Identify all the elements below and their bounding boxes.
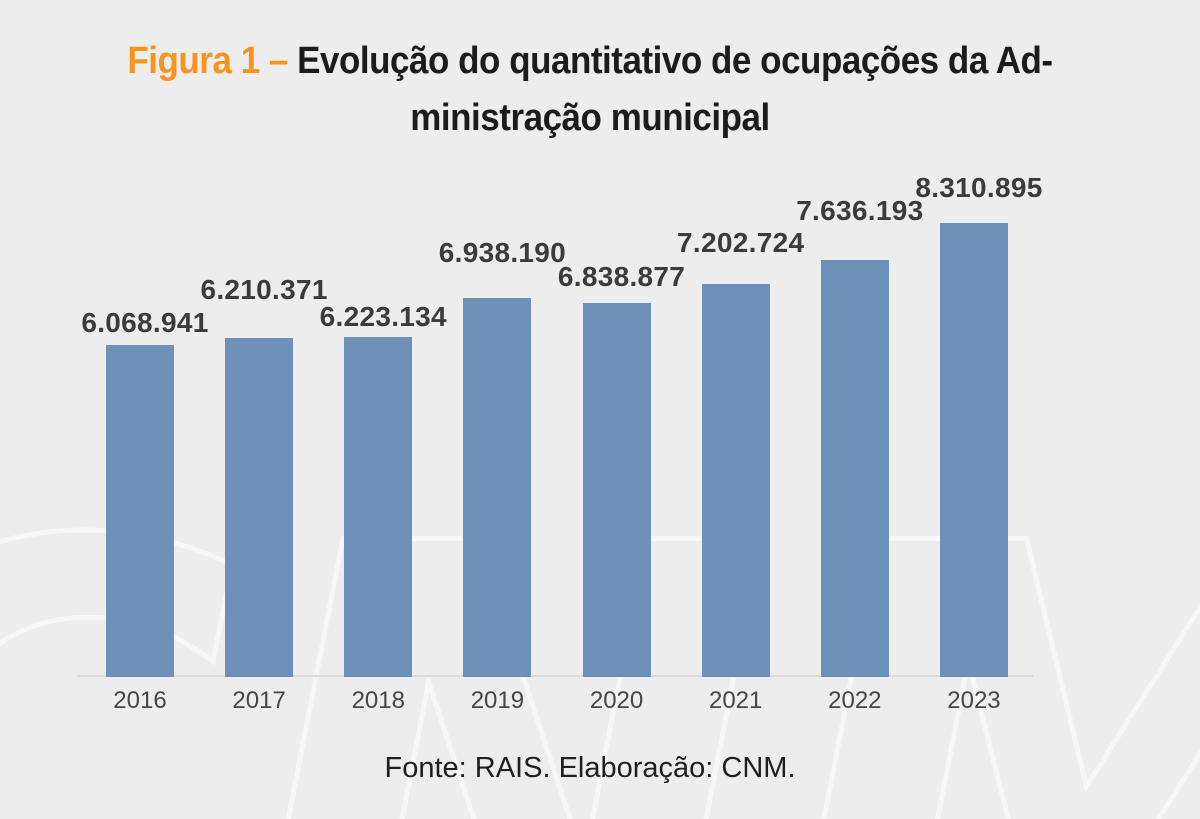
bar-2020 (582, 303, 651, 677)
bar-value-label: 6.223.134 (319, 301, 447, 332)
bar-value-label: 8.310.895 (915, 172, 1043, 203)
bar-value-label: 6.938.190 (438, 237, 567, 268)
bar-value-label: 6.068.941 (81, 307, 209, 338)
figure-title: Figura 1 – Evolução do quantitativo de o… (47, 33, 1133, 147)
bar-2019 (463, 298, 532, 677)
bar-value-label: 7.202.724 (677, 227, 805, 258)
x-axis-tick-label: 2020 (589, 687, 644, 714)
bar-value-label: 6.838.877 (557, 261, 686, 292)
bar-2018 (344, 337, 413, 677)
source-note: Fonte: RAIS. Elaboração: CNM. (384, 752, 796, 784)
bar-2022 (820, 260, 889, 677)
x-axis-tick-label: 2016 (113, 687, 167, 714)
bar-value-label: 7.636.193 (796, 195, 924, 226)
x-axis-tick-label: 2023 (947, 687, 1001, 714)
x-axis-tick-label: 2021 (708, 687, 763, 714)
bar-2016 (106, 345, 174, 677)
x-axis-tick-label: 2018 (351, 687, 405, 714)
figure-title-line1-text: Evolução do quantitativo de ocupações da… (297, 40, 1053, 82)
figure-title-line2-text: ministração municipal (410, 97, 770, 139)
bar-2023 (939, 223, 1008, 677)
x-axis-tick-label: 2019 (470, 687, 525, 714)
figure-number-label: Figura 1 – (127, 40, 298, 82)
bar-2021 (701, 284, 770, 677)
bar-value-label: 6.210.371 (200, 274, 328, 305)
x-axis-tick-label: 2022 (828, 687, 882, 714)
bar-2017 (225, 338, 294, 677)
figure-title-line1: Figura 1 – Evolução do quantitativo de o… (47, 33, 1133, 90)
x-axis-tick-label: 2017 (232, 687, 286, 714)
x-axis-line (77, 675, 1033, 677)
